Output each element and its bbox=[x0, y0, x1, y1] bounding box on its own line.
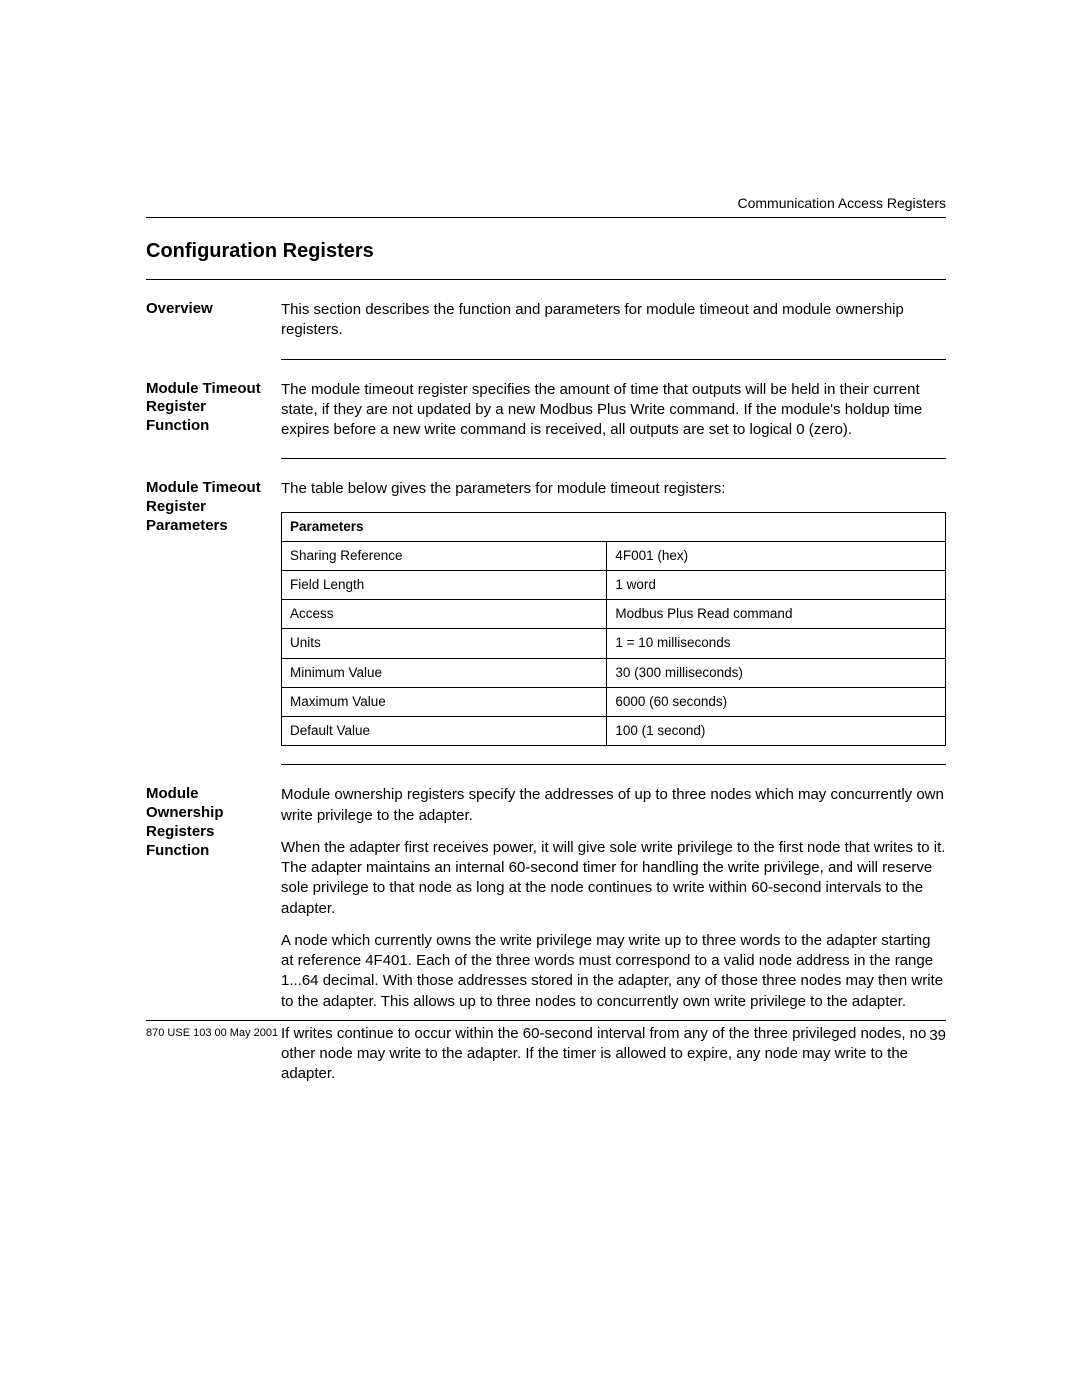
table-row: Minimum Value 30 (300 milliseconds) bbox=[282, 658, 946, 687]
param-name: Minimum Value bbox=[282, 658, 607, 687]
table-header: Parameters bbox=[282, 512, 946, 541]
running-header: Communication Access Registers bbox=[146, 195, 946, 211]
table-row: Sharing Reference 4F001 (hex) bbox=[282, 541, 946, 570]
overview-text: This section describes the function and … bbox=[281, 300, 946, 341]
ownership-p1: Module ownership registers specify the a… bbox=[281, 785, 946, 826]
timeout-function-text: The module timeout register specifies th… bbox=[281, 380, 946, 441]
parameters-table: Parameters Sharing Reference 4F001 (hex)… bbox=[281, 512, 946, 747]
param-name: Access bbox=[282, 600, 607, 629]
section-title: Configuration Registers bbox=[146, 240, 946, 263]
separator bbox=[281, 458, 946, 459]
overview-body: This section describes the function and … bbox=[281, 300, 946, 341]
overview-block: Overview This section describes the func… bbox=[146, 300, 946, 341]
timeout-function-body: The module timeout register specifies th… bbox=[281, 380, 946, 441]
top-rule bbox=[146, 217, 946, 218]
page-content: Communication Access Registers Configura… bbox=[146, 195, 946, 1103]
table-row: Units 1 = 10 milliseconds bbox=[282, 629, 946, 658]
table-row: Access Modbus Plus Read command bbox=[282, 600, 946, 629]
param-value: Modbus Plus Read command bbox=[607, 600, 946, 629]
param-name: Default Value bbox=[282, 717, 607, 746]
table-row: Field Length 1 word bbox=[282, 570, 946, 599]
footer-rule bbox=[146, 1020, 946, 1021]
separator bbox=[281, 764, 946, 765]
param-name: Units bbox=[282, 629, 607, 658]
ownership-p3: A node which currently owns the write pr… bbox=[281, 931, 946, 1012]
param-value: 100 (1 second) bbox=[607, 717, 946, 746]
table-row: Maximum Value 6000 (60 seconds) bbox=[282, 687, 946, 716]
separator bbox=[281, 359, 946, 360]
param-value: 30 (300 milliseconds) bbox=[607, 658, 946, 687]
timeout-function-label: Module Timeout Register Function bbox=[146, 380, 281, 441]
ownership-p2: When the adapter first receives power, i… bbox=[281, 838, 946, 919]
timeout-params-block: Module Timeout Register Parameters The t… bbox=[146, 479, 946, 746]
page-footer: 870 USE 103 00 May 2001 39 bbox=[146, 1020, 946, 1044]
timeout-params-label: Module Timeout Register Parameters bbox=[146, 479, 281, 746]
table-row: Default Value 100 (1 second) bbox=[282, 717, 946, 746]
table-header-row: Parameters bbox=[282, 512, 946, 541]
param-name: Sharing Reference bbox=[282, 541, 607, 570]
param-value: 1 word bbox=[607, 570, 946, 599]
doc-id: 870 USE 103 00 May 2001 bbox=[146, 1027, 278, 1044]
timeout-function-block: Module Timeout Register Function The mod… bbox=[146, 380, 946, 441]
param-value: 1 = 10 milliseconds bbox=[607, 629, 946, 658]
page-number: 39 bbox=[929, 1027, 946, 1044]
param-name: Maximum Value bbox=[282, 687, 607, 716]
param-value: 4F001 (hex) bbox=[607, 541, 946, 570]
title-rule bbox=[146, 279, 946, 280]
param-name: Field Length bbox=[282, 570, 607, 599]
overview-label: Overview bbox=[146, 300, 281, 341]
param-value: 6000 (60 seconds) bbox=[607, 687, 946, 716]
timeout-params-body: The table below gives the parameters for… bbox=[281, 479, 946, 746]
timeout-params-intro: The table below gives the parameters for… bbox=[281, 479, 946, 499]
